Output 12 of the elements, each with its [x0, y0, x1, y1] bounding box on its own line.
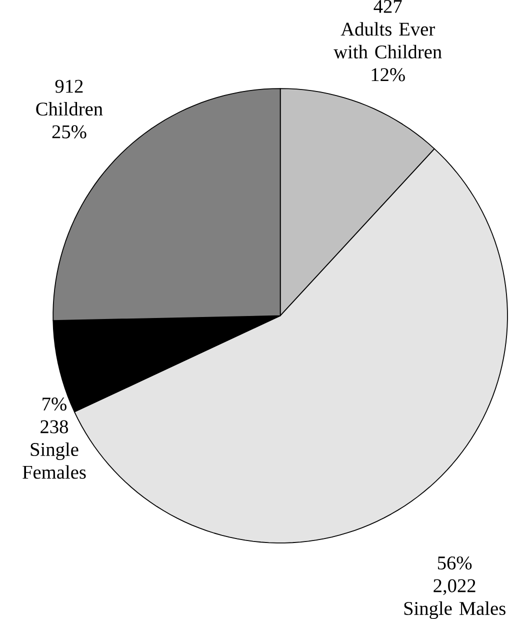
data-label: 2,022 — [434, 579, 476, 596]
slice-label: Children — [36, 102, 103, 116]
slice-label: Single Females — [22, 442, 86, 479]
data-label: 912 — [55, 80, 83, 93]
text: 12% — [372, 68, 406, 82]
data-label: 427 — [374, 0, 402, 13]
text: 56% — [438, 556, 472, 570]
text: 7% — [42, 397, 67, 411]
slice-label: Adults Ever with Children — [334, 22, 442, 58]
text: 25% — [52, 125, 86, 138]
data-label: 238 — [40, 420, 68, 434]
slice-label: Single Males — [404, 601, 506, 619]
